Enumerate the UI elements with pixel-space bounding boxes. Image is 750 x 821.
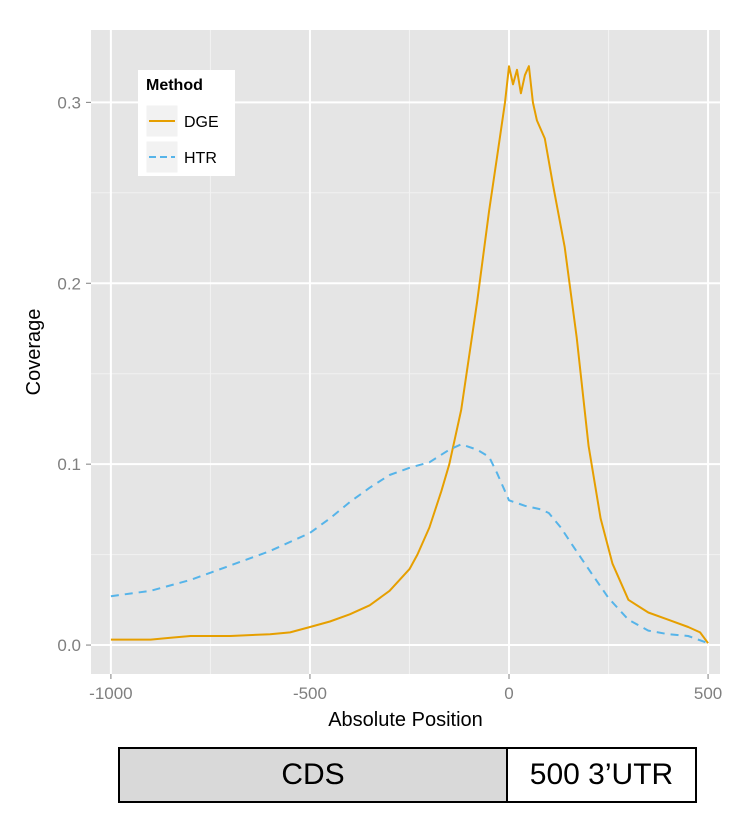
y-tick-label: 0.1 bbox=[57, 455, 81, 474]
cds-label: CDS bbox=[281, 758, 345, 791]
legend-label-dge: DGE bbox=[184, 114, 219, 131]
y-axis-ticks: 0.0 0.1 0.2 0.3 bbox=[57, 93, 91, 655]
y-tick-label: 0.2 bbox=[57, 274, 81, 293]
cds-region-box: CDS bbox=[118, 747, 508, 803]
series-layer bbox=[110, 65, 709, 645]
x-tick-label: 500 bbox=[694, 684, 722, 703]
legend-label-htr: HTR bbox=[184, 150, 217, 167]
series-line-dge bbox=[110, 65, 709, 644]
legend-items: DGE HTR bbox=[145, 104, 219, 174]
y-axis-title: Coverage bbox=[23, 309, 45, 396]
x-axis-title: Absolute Position bbox=[328, 709, 483, 731]
utr-label: 500 3’UTR bbox=[529, 758, 674, 791]
legend: Method DGE HTR bbox=[138, 70, 235, 176]
x-tick-label: -1000 bbox=[89, 684, 132, 703]
coverage-chart: 0.0 0.1 0.2 0.3 -1000 -500 0 500 Absolute Posi… bbox=[23, 30, 722, 731]
major-gridlines bbox=[91, 30, 720, 674]
y-tick-label: 0.0 bbox=[57, 636, 81, 655]
legend-title: Method bbox=[146, 77, 203, 94]
x-tick-label: -500 bbox=[293, 684, 327, 703]
x-tick-label: 0 bbox=[504, 684, 513, 703]
series-line-htr bbox=[110, 443, 709, 645]
y-tick-label: 0.3 bbox=[57, 93, 81, 112]
x-axis-ticks: -1000 -500 0 500 bbox=[89, 674, 722, 703]
utr-region-box: 500 3’UTR bbox=[506, 747, 697, 803]
